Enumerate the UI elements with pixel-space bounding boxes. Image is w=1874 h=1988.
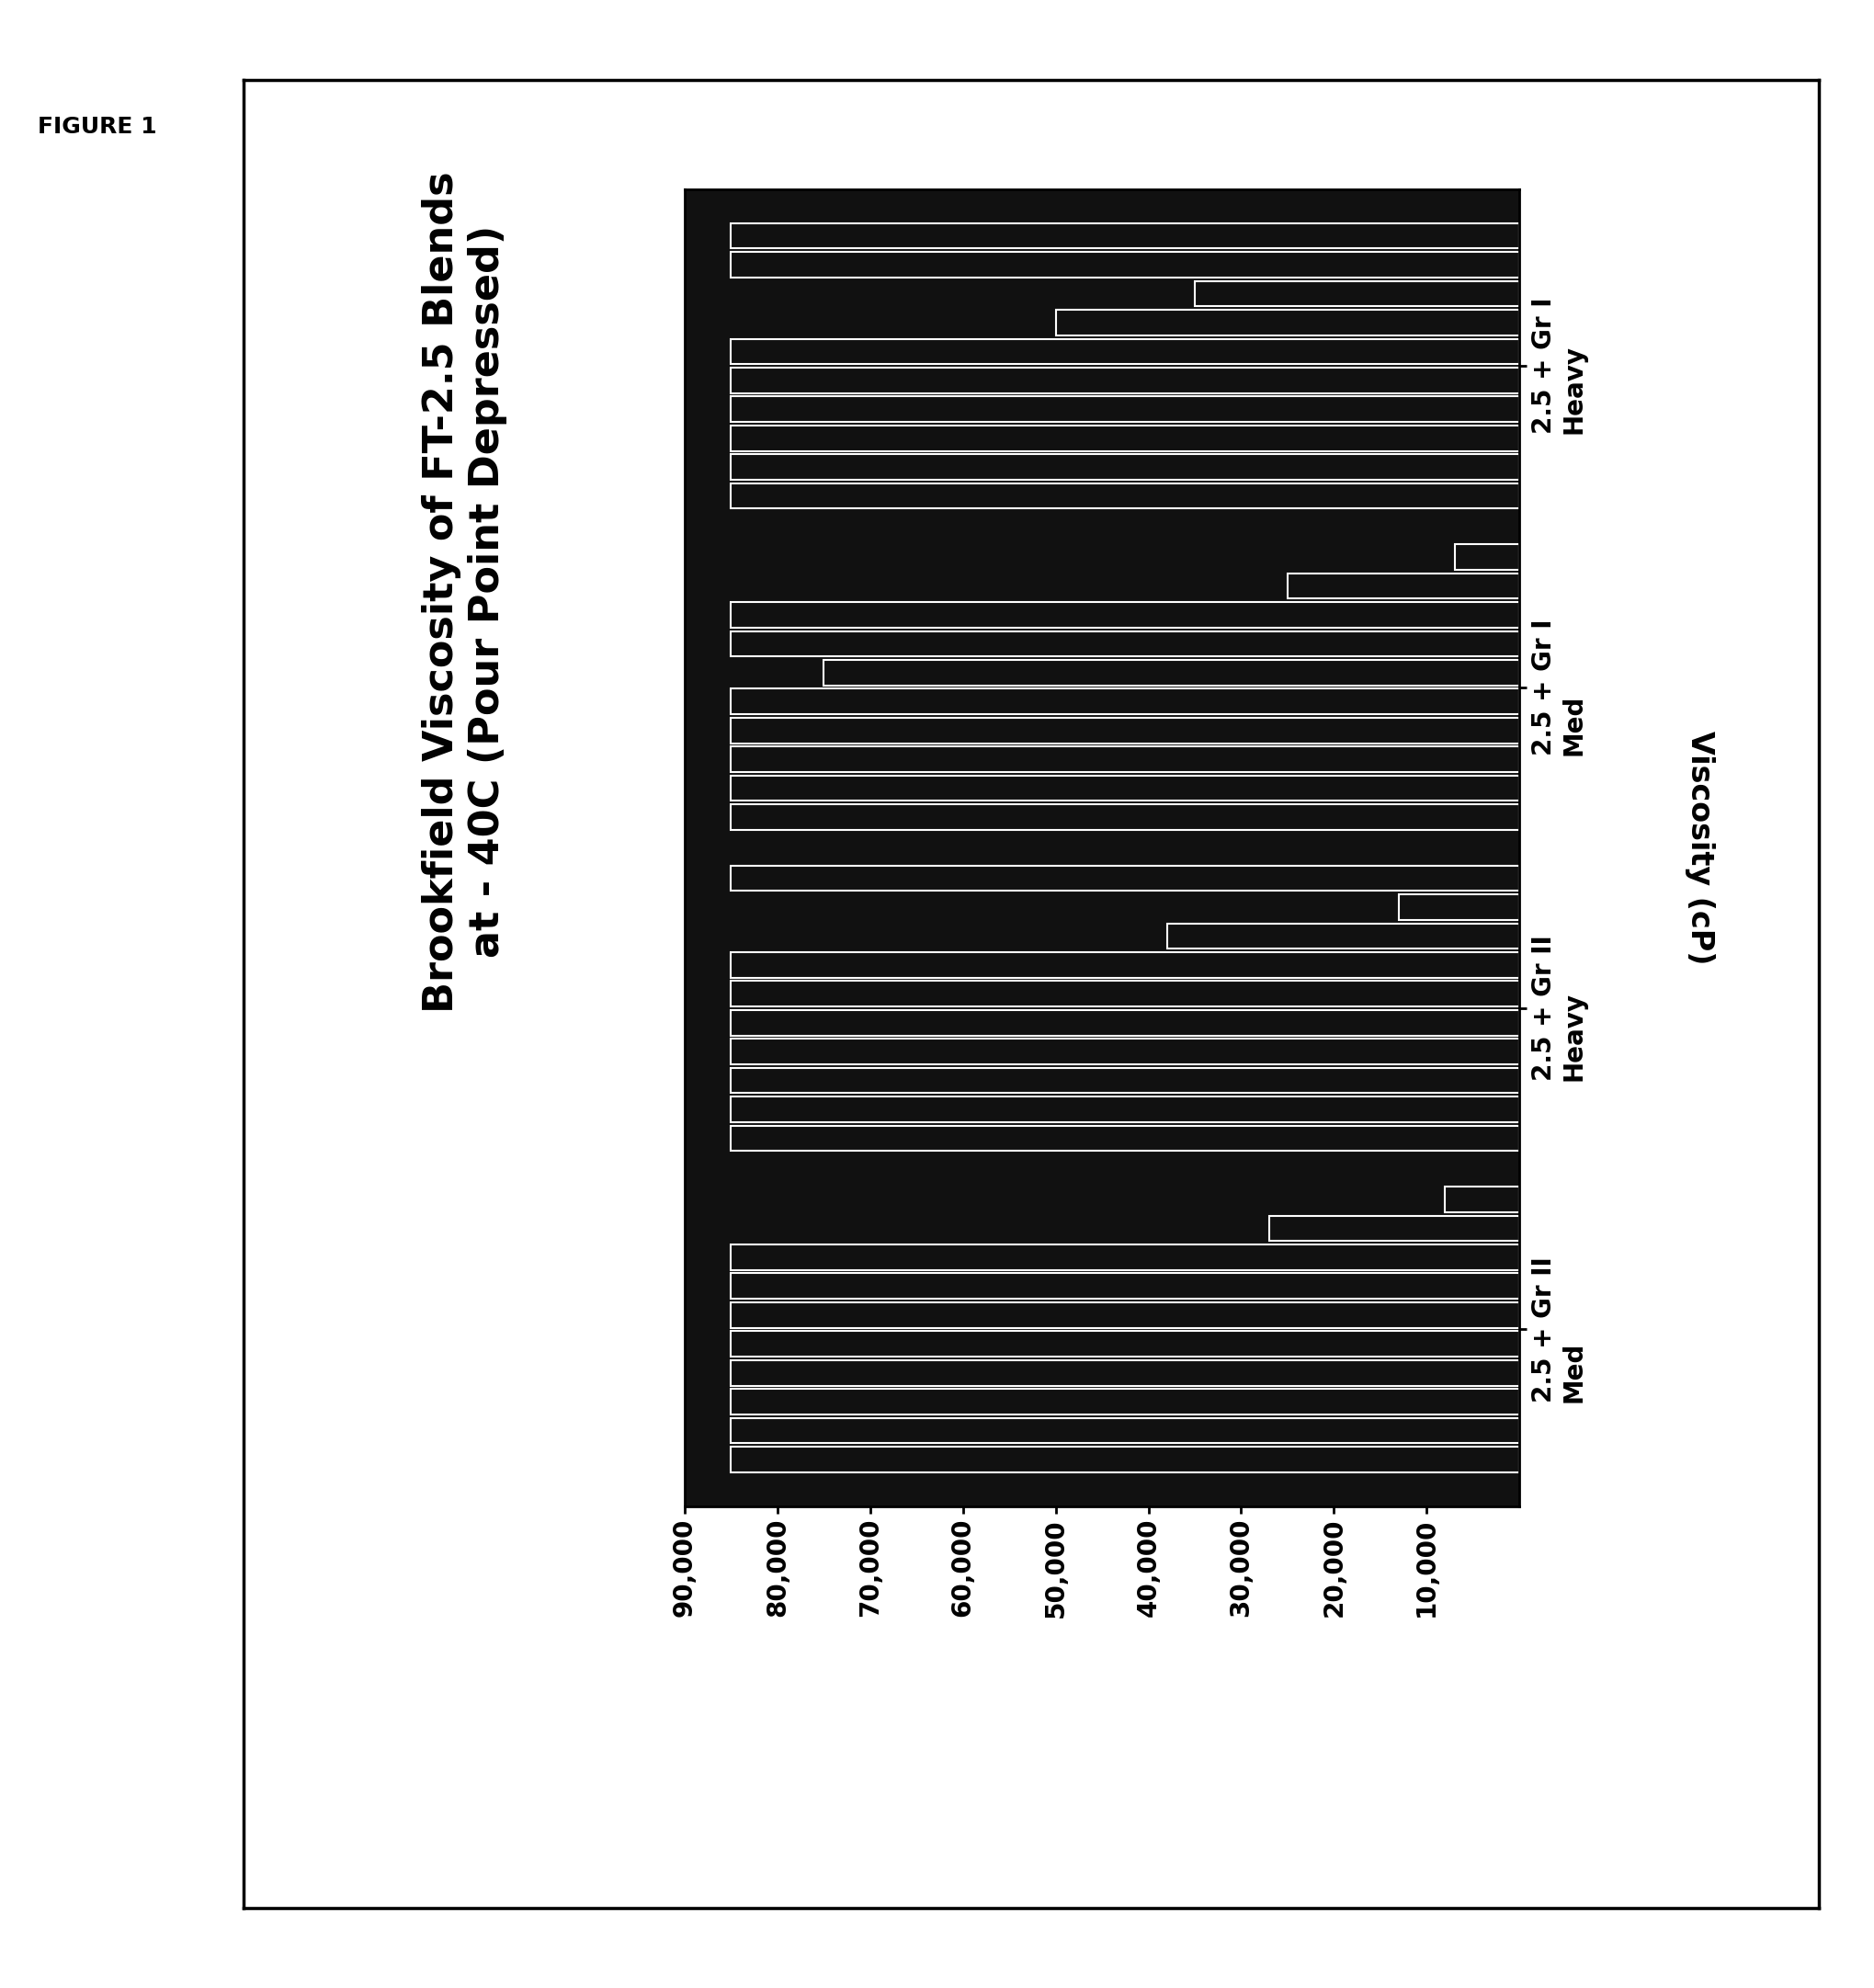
Bar — [731, 223, 1518, 248]
Bar — [731, 1417, 1518, 1443]
Bar — [731, 1244, 1518, 1270]
Bar — [731, 455, 1518, 479]
Bar — [731, 865, 1518, 891]
Bar — [731, 425, 1518, 451]
Bar — [731, 1010, 1518, 1036]
Bar — [1454, 545, 1518, 571]
Text: Brookfield Viscosity of FT-2.5 Blends
at - 40C (Pour Point Depressed): Brookfield Viscosity of FT-2.5 Blends at… — [422, 171, 506, 1012]
Bar — [731, 630, 1518, 656]
Y-axis label: Viscosity (cP): Viscosity (cP) — [1683, 732, 1715, 964]
Bar — [731, 1040, 1518, 1064]
Bar — [731, 775, 1518, 801]
Bar — [731, 396, 1518, 421]
Bar — [731, 718, 1518, 744]
Text: FIGURE 1: FIGURE 1 — [37, 115, 157, 137]
Bar — [731, 1097, 1518, 1121]
Bar — [731, 602, 1518, 628]
Bar — [1269, 1215, 1518, 1241]
Bar — [731, 1302, 1518, 1328]
Bar — [731, 982, 1518, 1006]
Bar — [1445, 1187, 1518, 1213]
Bar — [1055, 310, 1518, 336]
Bar — [731, 1332, 1518, 1356]
Bar — [823, 660, 1518, 686]
Bar — [731, 483, 1518, 509]
Bar — [731, 368, 1518, 394]
Bar — [731, 805, 1518, 829]
Bar — [731, 252, 1518, 278]
Bar — [731, 952, 1518, 978]
Bar — [731, 1274, 1518, 1298]
Bar — [731, 688, 1518, 714]
Bar — [731, 1068, 1518, 1093]
Bar — [1398, 895, 1518, 920]
Bar — [731, 1360, 1518, 1386]
Bar — [731, 747, 1518, 771]
Bar — [731, 1125, 1518, 1151]
Bar — [731, 338, 1518, 364]
Bar — [1194, 280, 1518, 306]
Bar — [1166, 922, 1518, 948]
Bar — [731, 1390, 1518, 1413]
Bar — [1287, 573, 1518, 598]
Bar — [731, 1447, 1518, 1473]
